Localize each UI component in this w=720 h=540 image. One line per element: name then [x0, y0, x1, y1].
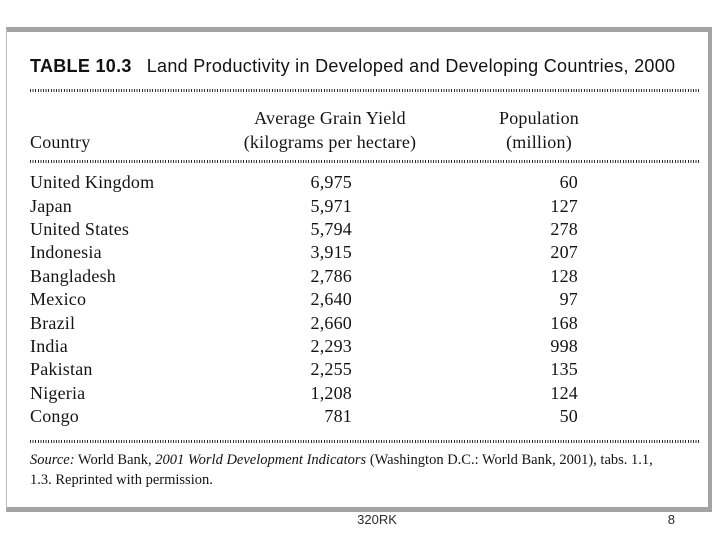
cell-country: Mexico: [30, 289, 87, 310]
cell-population: 60: [559, 172, 578, 193]
table-label: TABLE 10.3: [30, 56, 132, 76]
cell-country: Nigeria: [30, 382, 86, 403]
cell-population: 135: [550, 359, 578, 380]
source-line2: 1.3. Reprinted with permission.: [30, 471, 213, 488]
cell-yield: 1,208: [310, 382, 352, 403]
cell-yield: 2,293: [310, 335, 352, 356]
table-row: Nigeria 1,208 124: [30, 382, 688, 405]
cell-population: 168: [550, 312, 578, 333]
cell-population: 124: [550, 382, 578, 403]
cell-country: United States: [30, 218, 130, 239]
cell-country: Japan: [30, 195, 72, 216]
cell-yield: 2,640: [310, 289, 352, 310]
table-title: Land Productivity in Developed and Devel…: [146, 56, 676, 76]
cell-population: 50: [559, 406, 578, 427]
source-note: Source: World Bank, 2001 World Developme…: [30, 451, 696, 490]
cell-country: Pakistan: [30, 359, 93, 380]
dotted-divider-header: [30, 160, 700, 163]
cell-population: 278: [550, 218, 578, 239]
cell-population: 998: [550, 335, 578, 356]
dotted-divider-bottom: [30, 440, 700, 443]
cell-population: 97: [559, 289, 578, 310]
cell-yield: 781: [324, 406, 352, 427]
column-header-country: Country: [30, 131, 91, 152]
cell-yield: 2,660: [310, 312, 352, 333]
table-row: Brazil 2,660 168: [30, 311, 688, 334]
footer-code: 320RK: [357, 512, 397, 527]
cell-country: Congo: [30, 406, 80, 427]
page-number: 8: [667, 512, 675, 527]
cell-country: India: [30, 335, 68, 356]
column-header-yield: Average Grain Yield (kilograms per hecta…: [230, 107, 420, 154]
cell-country: Brazil: [30, 312, 76, 333]
column-header-population-line2: (million): [506, 131, 572, 152]
table-row: United Kingdom 6,975 60: [30, 171, 688, 194]
table-title-row: TABLE 10.3 Land Productivity in Develope…: [30, 56, 698, 77]
cell-yield: 5,971: [310, 195, 352, 216]
table-row: Indonesia 3,915 207: [30, 241, 688, 264]
table-row: Pakistan 2,255 135: [30, 358, 688, 381]
column-header-population-line1: Population: [498, 108, 579, 128]
table-header: Country Average Grain Yield (kilograms p…: [30, 107, 688, 154]
cell-country: Bangladesh: [30, 265, 116, 286]
cell-yield: 3,915: [310, 242, 352, 263]
table-body: United Kingdom 6,975 60 Japan 5,971 127 …: [30, 171, 688, 428]
source-work-title: 2001 World Development Indicators: [155, 452, 367, 468]
table-row: Congo 781 50: [30, 405, 688, 428]
cell-population: 127: [550, 195, 578, 216]
cell-yield: 6,975: [310, 172, 352, 193]
source-segment: World Bank,: [74, 452, 156, 468]
cell-population: 128: [550, 265, 578, 286]
cell-yield: 2,786: [310, 265, 352, 286]
cell-population: 207: [550, 242, 578, 263]
column-header-population: Population (million): [420, 107, 688, 154]
dotted-divider-top: [30, 89, 700, 92]
table-row: United States 5,794 278: [30, 218, 688, 241]
table-row: Japan 5,971 127: [30, 194, 688, 217]
source-label: Source:: [30, 452, 75, 468]
table-row: India 2,293 998: [30, 335, 688, 358]
table-row: Mexico 2,640 97: [30, 288, 688, 311]
column-header-yield-line2: (kilograms per hectare): [243, 131, 417, 152]
table-row: Bangladesh 2,786 128: [30, 265, 688, 288]
column-header-yield-line1: Average Grain Yield: [254, 108, 406, 128]
cell-country: United Kingdom: [30, 172, 155, 193]
cell-country: Indonesia: [30, 242, 102, 263]
source-segment: (Washington D.C.: World Bank, 2001), tab…: [366, 452, 653, 468]
cell-yield: 5,794: [310, 218, 352, 239]
cell-yield: 2,255: [310, 359, 352, 380]
table-image-frame: TABLE 10.3 Land Productivity in Develope…: [6, 27, 712, 512]
